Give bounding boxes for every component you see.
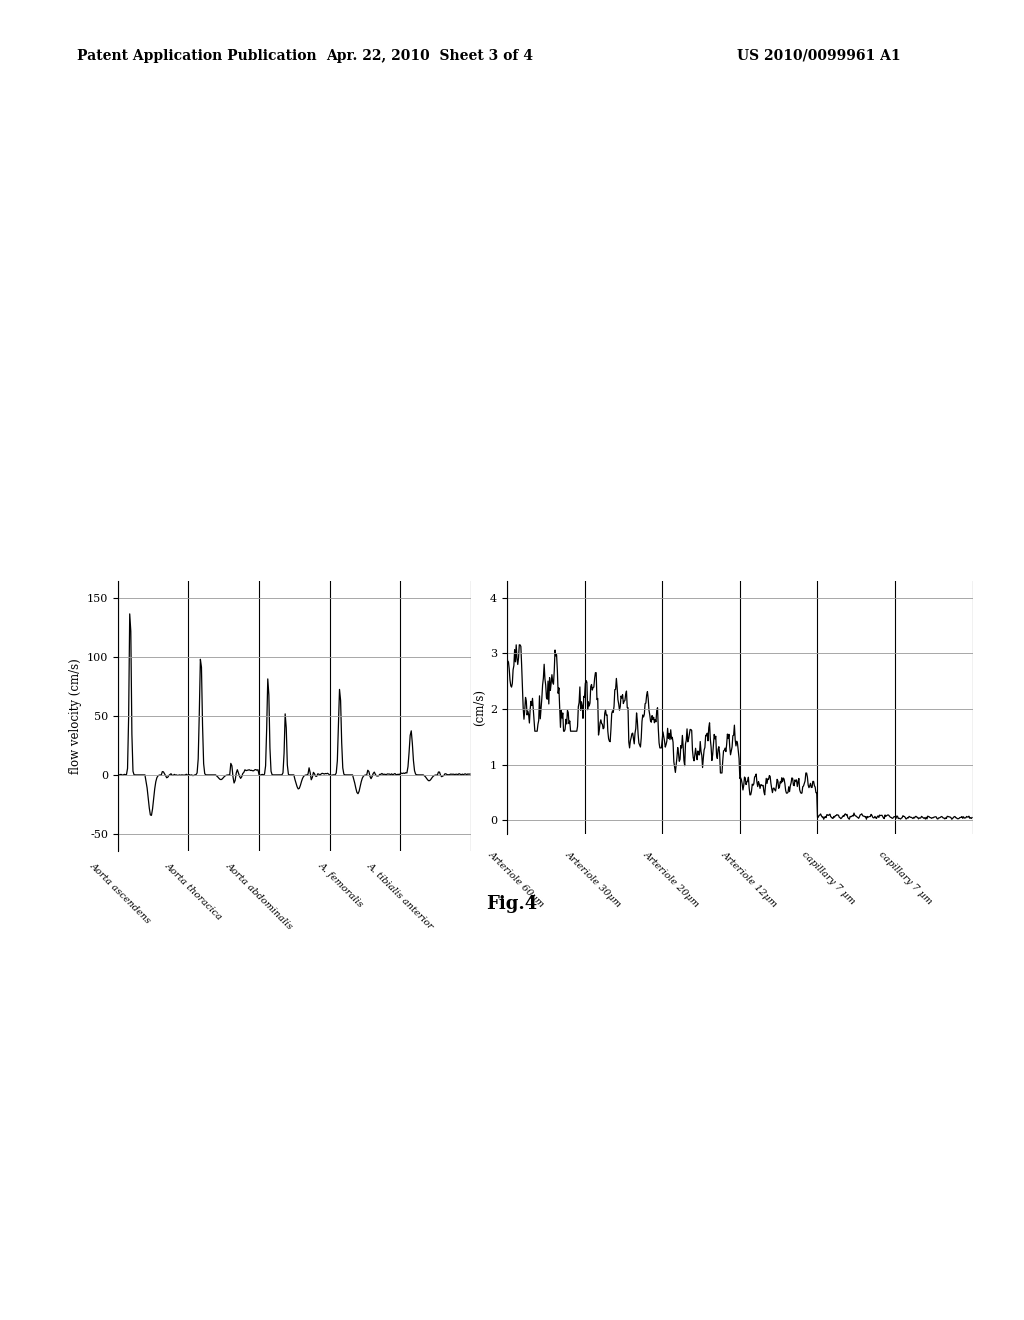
Text: Aorta thoracica: Aorta thoracica bbox=[163, 861, 223, 921]
Text: US 2010/0099961 A1: US 2010/0099961 A1 bbox=[737, 49, 901, 63]
Text: Arteriole 20µm: Arteriole 20µm bbox=[642, 850, 701, 909]
Text: Arteriole 60µm: Arteriole 60µm bbox=[486, 850, 546, 909]
Text: Arteriole 30µm: Arteriole 30µm bbox=[564, 850, 624, 909]
Text: Patent Application Publication: Patent Application Publication bbox=[77, 49, 316, 63]
Text: Aorta ascendens: Aorta ascendens bbox=[89, 861, 154, 925]
Y-axis label: flow velocity (cm/s): flow velocity (cm/s) bbox=[70, 659, 83, 774]
Y-axis label: (cm/s): (cm/s) bbox=[473, 689, 485, 726]
Text: Fig.4: Fig.4 bbox=[486, 895, 538, 913]
Text: Arteriole 12µm: Arteriole 12µm bbox=[719, 850, 778, 909]
Text: Apr. 22, 2010  Sheet 3 of 4: Apr. 22, 2010 Sheet 3 of 4 bbox=[327, 49, 534, 63]
Text: Aorta abdominalis: Aorta abdominalis bbox=[224, 861, 295, 931]
Text: A. tibialis anterior: A. tibialis anterior bbox=[366, 861, 435, 931]
Text: capillary 7 µm: capillary 7 µm bbox=[878, 850, 934, 907]
Text: capillary 7 µm: capillary 7 µm bbox=[800, 850, 856, 907]
Text: A. femoralis: A. femoralis bbox=[316, 861, 365, 909]
